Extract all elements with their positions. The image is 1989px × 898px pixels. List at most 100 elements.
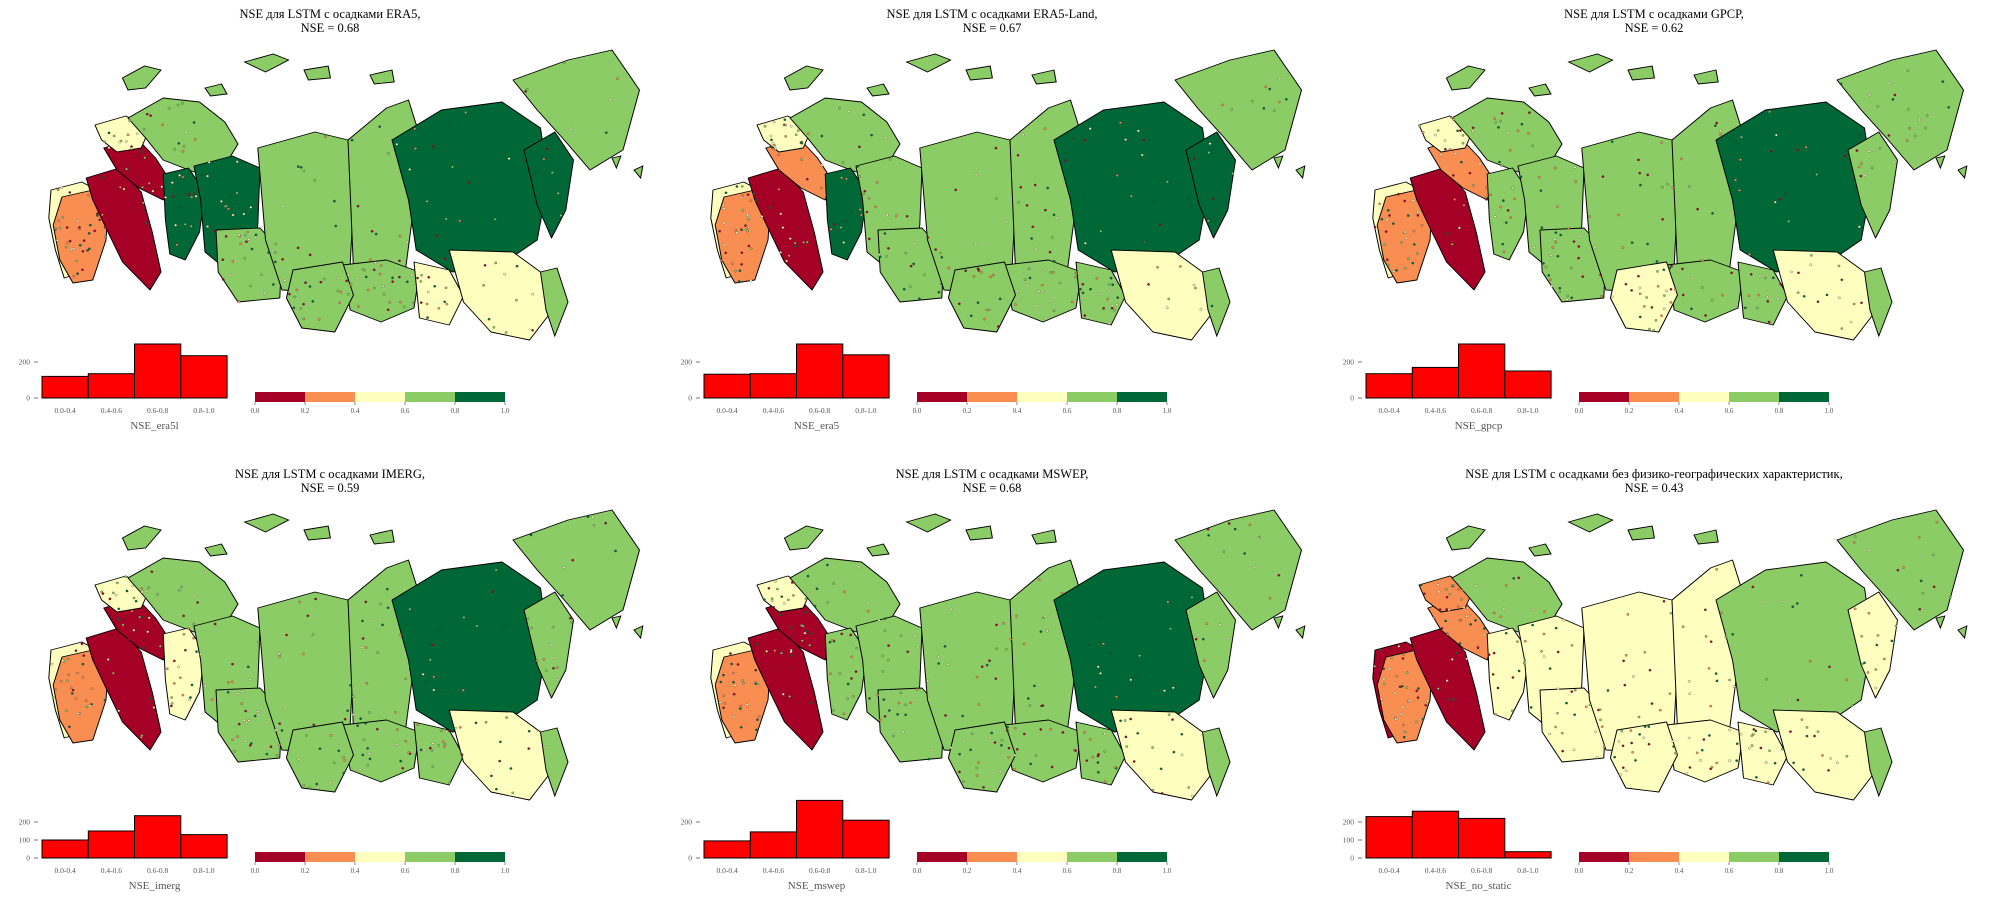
- station-point: [416, 723, 420, 727]
- station-point: [542, 658, 546, 661]
- station-point: [1631, 751, 1634, 754]
- station-point: [1857, 225, 1861, 229]
- station-point: [788, 695, 792, 698]
- station-point: [1416, 696, 1420, 699]
- station-point: [228, 195, 232, 198]
- station-point: [1688, 185, 1691, 188]
- histogram-bin-label: 0.6-0.8: [809, 406, 830, 415]
- station-point: [419, 748, 423, 752]
- station-point: [1549, 278, 1552, 281]
- station-point: [1099, 672, 1102, 675]
- station-point: [308, 285, 312, 288]
- station-point: [277, 652, 281, 656]
- station-point: [118, 140, 122, 144]
- station-point: [100, 590, 104, 593]
- station-point: [789, 650, 793, 654]
- station-point: [61, 216, 65, 219]
- histogram-bin-label: 0.8-1.0: [193, 866, 214, 875]
- station-point: [1421, 131, 1425, 134]
- station-point: [431, 144, 435, 148]
- station-point: [1621, 246, 1625, 249]
- station-point: [1522, 661, 1526, 665]
- station-point: [1685, 772, 1689, 775]
- station-point: [906, 650, 910, 654]
- station-point: [242, 212, 246, 216]
- station-point: [422, 748, 426, 752]
- station-point: [451, 165, 454, 169]
- station-point: [904, 713, 907, 717]
- station-point: [841, 161, 845, 164]
- station-point: [107, 146, 111, 149]
- map-region-13: [1004, 719, 1082, 783]
- station-point: [399, 633, 402, 637]
- histogram-bar: [1365, 373, 1413, 399]
- station-point: [771, 142, 775, 145]
- station-point: [1391, 222, 1395, 225]
- station-point: [943, 645, 947, 648]
- station-point: [394, 711, 398, 714]
- station-point: [1508, 149, 1512, 152]
- station-point: [492, 326, 496, 329]
- station-point: [976, 267, 980, 270]
- station-point: [1642, 305, 1646, 308]
- station-point: [1492, 651, 1496, 655]
- station-point: [1617, 213, 1620, 217]
- station-point: [926, 679, 930, 683]
- station-point: [1402, 723, 1405, 727]
- station-point: [1517, 669, 1521, 673]
- station-point: [192, 622, 196, 626]
- colorbar-segment: [455, 392, 505, 402]
- station-point: [739, 704, 743, 708]
- station-point: [756, 718, 759, 722]
- station-point: [1821, 754, 1824, 757]
- station-point: [742, 681, 745, 685]
- station-point: [293, 295, 297, 299]
- station-point: [741, 209, 745, 212]
- station-point: [530, 626, 533, 630]
- station-point: [1537, 175, 1541, 179]
- station-point: [1578, 235, 1581, 238]
- station-point: [1083, 139, 1087, 142]
- station-point: [1855, 149, 1859, 152]
- station-point: [1448, 592, 1452, 596]
- map-island-4: [204, 83, 228, 97]
- station-point: [1091, 755, 1095, 759]
- histogram-xlabel: NSE_mswep: [788, 880, 846, 892]
- station-point: [65, 709, 68, 713]
- station-point: [1109, 276, 1113, 280]
- station-point: [1802, 295, 1806, 298]
- station-point: [1082, 191, 1086, 195]
- station-point: [1696, 207, 1700, 211]
- station-point: [1688, 692, 1692, 695]
- station-point: [878, 718, 882, 722]
- station-point: [425, 200, 429, 203]
- station-point: [740, 185, 744, 188]
- histogram-y-tick-label: 100: [1343, 836, 1355, 845]
- station-point: [827, 681, 831, 684]
- colorbar-tick-label: 0.4: [1675, 867, 1684, 875]
- histogram: 0.0-0.4 0.4-0.6 0.6-0.8 0.8-1.00200NSE_mswe…: [681, 799, 890, 892]
- station-point: [862, 113, 866, 117]
- histogram-y-tick-label: 0: [26, 854, 30, 863]
- station-point: [875, 181, 879, 184]
- station-point: [1233, 527, 1237, 531]
- station-point: [815, 626, 819, 629]
- station-point: [1556, 650, 1560, 654]
- station-point: [1451, 174, 1455, 177]
- station-point: [345, 279, 349, 283]
- station-point: [1573, 166, 1577, 169]
- station-point: [75, 259, 79, 263]
- station-point: [737, 280, 741, 283]
- station-point: [1839, 82, 1843, 86]
- station-point: [1755, 306, 1759, 310]
- station-point: [388, 301, 391, 304]
- histogram-y-tick-label: 200: [1343, 358, 1355, 367]
- map-region-18: [512, 49, 640, 171]
- station-point: [881, 654, 885, 658]
- station-point: [779, 251, 782, 254]
- histogram-bin-label: 0.6-0.8: [809, 866, 830, 875]
- map-region-15: [1737, 721, 1788, 786]
- station-point: [192, 593, 196, 597]
- station-point: [170, 696, 174, 699]
- station-point: [107, 131, 111, 135]
